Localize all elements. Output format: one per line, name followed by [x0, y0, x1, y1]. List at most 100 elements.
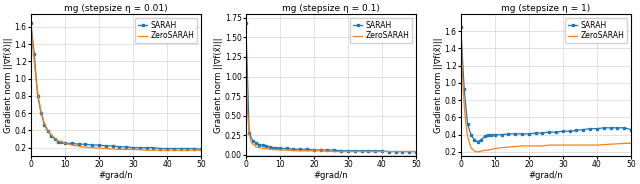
SARAH [242, 22, 250, 24]
SARAH [385, 151, 392, 153]
SARAH [197, 148, 205, 151]
SARAH [399, 151, 406, 153]
ZeroSARAH [29, 43, 36, 45]
ZeroSARAH [51, 137, 58, 139]
SARAH [40, 124, 48, 126]
ZeroSARAH [470, 150, 478, 152]
ZeroSARAH [293, 150, 301, 152]
SARAH [75, 143, 83, 145]
SARAH [266, 146, 273, 148]
SARAH [467, 134, 475, 136]
SARAH [143, 146, 150, 149]
ZeroSARAH [545, 144, 553, 146]
ZeroSARAH [344, 151, 352, 153]
Y-axis label: Gradient norm ||∇f(x̃)||: Gradient norm ||∇f(x̃)|| [434, 37, 443, 133]
SARAH [259, 144, 267, 146]
SARAH [614, 127, 621, 129]
SARAH [412, 151, 420, 153]
SARAH [296, 148, 304, 150]
ZeroSARAH [197, 149, 205, 151]
Title: mg (stepsize η = 0.1): mg (stepsize η = 0.1) [282, 4, 380, 13]
Line: ZeroSARAH: ZeroSARAH [461, 27, 631, 152]
SARAH [365, 150, 372, 152]
ZeroSARAH [532, 145, 540, 147]
ZeroSARAH [88, 146, 96, 149]
ZeroSARAH [34, 91, 42, 93]
ZeroSARAH [35, 102, 43, 104]
SARAH [552, 131, 560, 133]
ZeroSARAH [491, 147, 499, 150]
SARAH [324, 149, 332, 151]
ZeroSARAH [102, 147, 109, 150]
ZeroSARAH [620, 142, 628, 144]
ZeroSARAH [266, 148, 273, 150]
SARAH [129, 146, 137, 149]
SARAH [177, 147, 184, 150]
SARAH [405, 151, 413, 153]
ZeroSARAH [180, 149, 188, 151]
ZeroSARAH [245, 132, 253, 135]
X-axis label: #grad/n: #grad/n [529, 171, 563, 180]
ZeroSARAH [259, 147, 267, 150]
X-axis label: #grad/n: #grad/n [99, 171, 133, 180]
SARAH [488, 134, 495, 136]
ZeroSARAH [539, 145, 547, 147]
ZeroSARAH [31, 60, 38, 63]
Title: mg (stepsize η = 1): mg (stepsize η = 1) [501, 4, 591, 13]
SARAH [109, 145, 116, 147]
ZeroSARAH [115, 148, 123, 151]
ZeroSARAH [477, 150, 485, 152]
SARAH [252, 142, 260, 144]
ZeroSARAH [462, 123, 470, 125]
ZeroSARAH [508, 146, 516, 148]
ZeroSARAH [146, 149, 154, 151]
Legend: SARAH, ZeroSARAH: SARAH, ZeroSARAH [565, 18, 627, 43]
SARAH [44, 130, 52, 132]
SARAH [457, 26, 465, 28]
SARAH [573, 129, 580, 132]
ZeroSARAH [498, 146, 506, 149]
Y-axis label: Gradient norm ||∇f(x̃)||: Gradient norm ||∇f(x̃)|| [4, 37, 13, 133]
SARAH [330, 149, 338, 151]
SARAH [525, 133, 532, 135]
Y-axis label: Gradient norm ||∇f(x̃)||: Gradient norm ||∇f(x̃)|| [214, 37, 223, 133]
SARAH [317, 149, 324, 151]
SARAH [484, 134, 492, 136]
SARAH [477, 139, 485, 141]
SARAH [68, 142, 76, 144]
SARAH [150, 146, 157, 149]
ZeroSARAH [255, 147, 263, 149]
SARAH [593, 128, 601, 130]
SARAH [586, 128, 594, 130]
SARAH [539, 132, 547, 134]
ZeroSARAH [481, 149, 488, 151]
ZeroSARAH [569, 144, 577, 146]
SARAH [269, 147, 277, 149]
SARAH [95, 144, 103, 146]
ZeroSARAH [61, 142, 68, 144]
ZeroSARAH [163, 149, 171, 151]
SARAH [504, 133, 512, 135]
Line: SARAH: SARAH [244, 22, 417, 153]
ZeroSARAH [244, 111, 252, 113]
SARAH [290, 148, 298, 150]
ZeroSARAH [593, 144, 601, 146]
SARAH [88, 144, 96, 146]
ZeroSARAH [249, 143, 257, 145]
ZeroSARAH [242, 22, 250, 24]
SARAH [559, 130, 567, 132]
ZeroSARAH [412, 151, 420, 153]
SARAH [511, 133, 519, 135]
Legend: SARAH, ZeroSARAH: SARAH, ZeroSARAH [350, 18, 412, 43]
Line: SARAH: SARAH [460, 26, 632, 143]
ZeroSARAH [40, 122, 48, 125]
ZeroSARAH [68, 144, 76, 146]
SARAH [115, 146, 123, 148]
ZeroSARAH [518, 145, 526, 147]
ZeroSARAH [460, 103, 468, 106]
SARAH [136, 146, 143, 149]
ZeroSARAH [78, 146, 86, 148]
SARAH [47, 135, 55, 137]
ZeroSARAH [474, 151, 482, 153]
SARAH [31, 53, 38, 56]
